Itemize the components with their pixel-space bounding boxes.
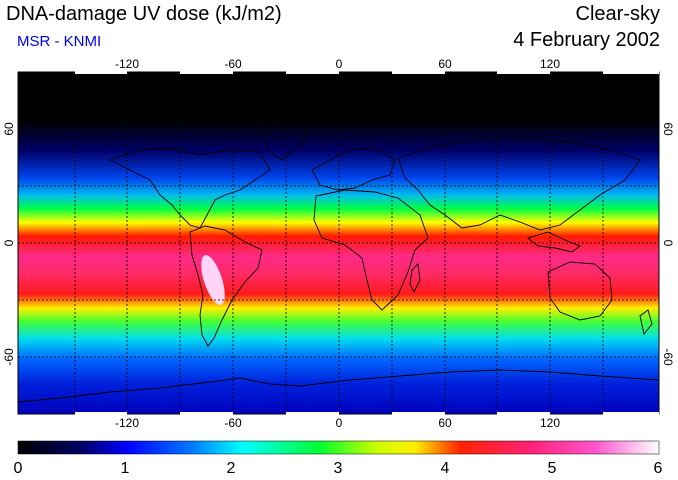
sky-condition-label: Clear-sky [575,3,660,25]
colorbar-label-2: 2 [227,460,236,477]
andes-hotspot [201,255,225,305]
madagascar-coast [409,263,421,294]
lat-tick-left-3: -60 [2,348,16,366]
lat-tick-left-2: 0 [2,239,16,246]
lon-tick-top-4: 60 [438,57,452,71]
lon-tick-top-1: -120 [115,57,139,71]
lat-tick-right-2: 0 [661,240,675,247]
asia-coast [397,137,641,231]
lon-tick-bottom-5: 120 [540,416,560,430]
south-america-coast [189,225,263,347]
lat-tick-right-3: -60 [661,348,675,366]
southeast-asia-islands [527,231,581,253]
antarctica-coast [18,369,659,403]
new-zealand-coast [639,309,653,336]
lon-tick-bottom-4: 60 [438,416,452,430]
frame-bars [75,71,659,415]
colorbar-label-5: 5 [548,460,557,477]
lon-tick-top-2: -60 [224,57,242,71]
colorbar-label-1: 1 [121,460,130,477]
greenland-coast [261,119,311,161]
lon-tick-top-3: 0 [336,57,343,71]
colorbar-label-4: 4 [441,460,450,477]
lat-tick-left-1: 60 [2,122,16,136]
africa-coast [313,189,429,311]
colorbar-label-3: 3 [334,460,343,477]
australia-coast [547,261,613,321]
colorbar-label-0: 0 [14,460,23,477]
date-label: 4 February 2002 [513,29,660,51]
graticule [18,72,659,414]
lon-tick-bottom-2: -60 [224,416,242,430]
lon-tick-bottom-3: 0 [336,416,343,430]
europe-coast [311,147,396,191]
colorbar-label-6: 6 [654,460,663,477]
lon-tick-bottom-1: -120 [115,416,139,430]
coastlines [18,119,659,403]
credit-label: MSR - KNMI [17,33,102,50]
north-america-coast [108,147,271,229]
lon-tick-top-5: 120 [540,57,560,71]
lat-tick-right-1: 60 [661,122,675,136]
colorbar [17,440,660,455]
map-title: DNA-damage UV dose (kJ/m2) [6,3,282,25]
